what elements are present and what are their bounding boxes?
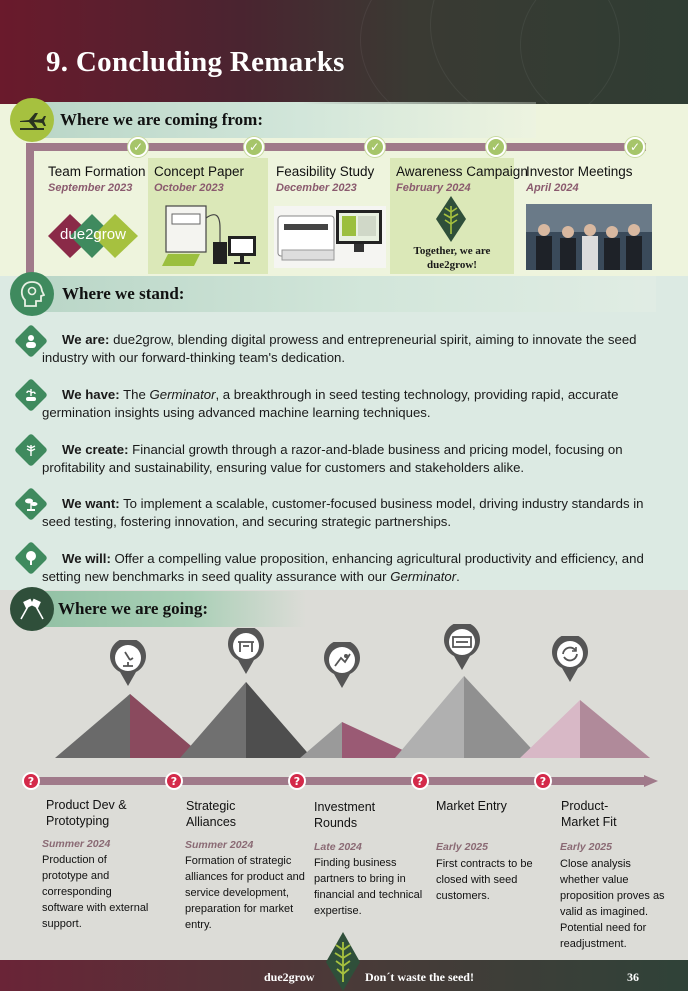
going-desc: Close analysis whether value proposition… bbox=[560, 858, 665, 950]
milestone-concept-paper: Concept Paper October 2023 bbox=[148, 158, 268, 274]
going-date: Early 2025 bbox=[560, 841, 612, 853]
going-desc: Production of prototype and correspondin… bbox=[42, 854, 149, 930]
mountain-graphic bbox=[55, 676, 650, 758]
germinator-device-image bbox=[274, 206, 386, 268]
milestone-date: September 2023 bbox=[48, 182, 133, 194]
stand-lead: We create: bbox=[62, 442, 129, 457]
stand-banner bbox=[16, 276, 656, 312]
going-date: Early 2025 bbox=[436, 841, 488, 853]
going-desc: Formation of strategic alliances for pro… bbox=[185, 855, 305, 931]
pin-market-icon bbox=[442, 621, 482, 677]
bonsai-icon bbox=[14, 487, 48, 521]
milestone-title: Investor Meetings bbox=[526, 164, 633, 179]
going-title: Where we are going: bbox=[58, 599, 208, 618]
going-banner bbox=[16, 591, 306, 627]
page-header: 9. Concluding Remarks bbox=[0, 0, 688, 104]
milestone-title: Awareness Campaign bbox=[396, 164, 528, 179]
leaf-decoration bbox=[520, 0, 688, 104]
seed-leaf-icon bbox=[436, 196, 466, 242]
stand-item-we-want: We want: To implement a scalable, custom… bbox=[42, 495, 662, 531]
stand-lead: We will: bbox=[62, 551, 111, 566]
hand-plant-icon bbox=[14, 378, 48, 412]
footer-slogan: Don´t waste the seed! bbox=[365, 970, 474, 984]
milestone-awareness-campaign: Awareness Campaign February 2024 Togethe… bbox=[390, 158, 528, 274]
due2grow-logo bbox=[48, 214, 138, 258]
going-date: Summer 2024 bbox=[185, 839, 254, 851]
stand-item-we-have: We have: The Germinator, a breakthrough … bbox=[42, 386, 662, 422]
milestone-investor-meetings: Investor Meetings April 2024 bbox=[520, 158, 656, 274]
stand-text: The bbox=[123, 387, 150, 402]
going-title-alliances: Strategic Alliances bbox=[186, 799, 237, 829]
going-desc: First contracts to be closed with seed c… bbox=[436, 858, 533, 902]
stand-lead: We want: bbox=[62, 496, 120, 511]
check-icon: ✓ bbox=[365, 137, 385, 157]
stand-text: Offer a compelling value proposition, en… bbox=[42, 551, 644, 584]
stand-lead: We are: bbox=[62, 332, 110, 347]
question-icon: ? bbox=[165, 772, 183, 790]
stand-item-we-will: We will: Offer a compelling value propos… bbox=[42, 550, 662, 586]
going-date: Late 2024 bbox=[314, 841, 362, 853]
timeline-rail-top bbox=[26, 143, 646, 151]
stand-text: , a breakthrough in seed testing technol… bbox=[42, 387, 619, 420]
pin-microscope-icon bbox=[108, 637, 148, 693]
stand-title: Where we stand: bbox=[62, 284, 185, 303]
check-icon: ✓ bbox=[625, 137, 645, 157]
stand-text: due2grow, blending digital prowess and e… bbox=[42, 332, 637, 365]
stand-text: To implement a scalable, customer-focuse… bbox=[42, 496, 644, 529]
person-icon bbox=[14, 324, 48, 358]
milestone-title: Team Formation bbox=[48, 164, 146, 179]
milestone-team-formation: Team Formation September 2023 due2grow bbox=[42, 158, 146, 274]
going-date: Summer 2024 bbox=[42, 838, 111, 850]
question-icon: ? bbox=[288, 772, 306, 790]
plant-growth-icon bbox=[14, 433, 48, 467]
pin-investment-icon bbox=[322, 639, 362, 695]
stand-item-we-create: We create: Financial growth through a ra… bbox=[42, 441, 662, 477]
milestone-date: December 2023 bbox=[276, 182, 357, 194]
question-icon: ? bbox=[411, 772, 429, 790]
pin-refresh-icon bbox=[550, 633, 590, 689]
rail-arrow-icon bbox=[644, 775, 658, 787]
airplane-icon bbox=[10, 98, 54, 142]
stand-text: . bbox=[456, 569, 460, 584]
going-desc: Finding business partners to bring in fi… bbox=[314, 857, 423, 917]
tree-icon bbox=[14, 541, 48, 575]
team-photo bbox=[526, 204, 652, 270]
footer-brand: due2grow bbox=[264, 970, 315, 984]
page-title: 9. Concluding Remarks bbox=[46, 46, 345, 78]
head-gears-icon bbox=[10, 272, 54, 316]
coming-from-title: Where we are coming from: bbox=[60, 110, 263, 129]
page-number: 36 bbox=[627, 970, 639, 984]
device-computer-icon bbox=[162, 205, 256, 266]
check-icon: ✓ bbox=[128, 137, 148, 157]
check-icon: ✓ bbox=[486, 137, 506, 157]
stand-text: Financial growth through a razor-and-bla… bbox=[42, 442, 623, 475]
milestone-date: February 2024 bbox=[396, 182, 471, 194]
pin-handshake-icon bbox=[226, 625, 266, 681]
stand-item-we-are: We are: due2grow, blending digital prowe… bbox=[42, 331, 662, 367]
going-title-product-dev: Product Dev & Prototyping bbox=[46, 798, 127, 828]
milestone-feasibility-study: Feasibility Study December 2023 bbox=[270, 158, 390, 274]
going-title-investment: Investment Rounds bbox=[314, 800, 376, 830]
check-icon: ✓ bbox=[244, 137, 264, 157]
checkered-flags-icon bbox=[10, 587, 54, 631]
footer-seed-logo-icon bbox=[326, 932, 360, 991]
going-title-market-entry: Market Entry bbox=[436, 799, 507, 813]
milestone-date: October 2023 bbox=[154, 182, 224, 194]
campaign-caption: Together, we are due2grow! bbox=[413, 245, 491, 271]
stand-emphasis: Germinator bbox=[390, 569, 457, 584]
going-title-market-fit: Product-Market Fit bbox=[561, 799, 617, 829]
stand-section bbox=[0, 276, 688, 590]
stand-emphasis: Germinator bbox=[149, 387, 216, 402]
coming-from-banner bbox=[16, 102, 536, 138]
timeline-rail-bottom bbox=[26, 777, 648, 785]
logo-text: due2grow bbox=[60, 226, 126, 243]
question-icon: ? bbox=[22, 772, 40, 790]
milestone-title: Feasibility Study bbox=[276, 164, 375, 179]
question-icon: ? bbox=[534, 772, 552, 790]
stand-lead: We have: bbox=[62, 387, 120, 402]
milestone-date: April 2024 bbox=[526, 182, 579, 194]
milestone-title: Concept Paper bbox=[154, 164, 245, 179]
